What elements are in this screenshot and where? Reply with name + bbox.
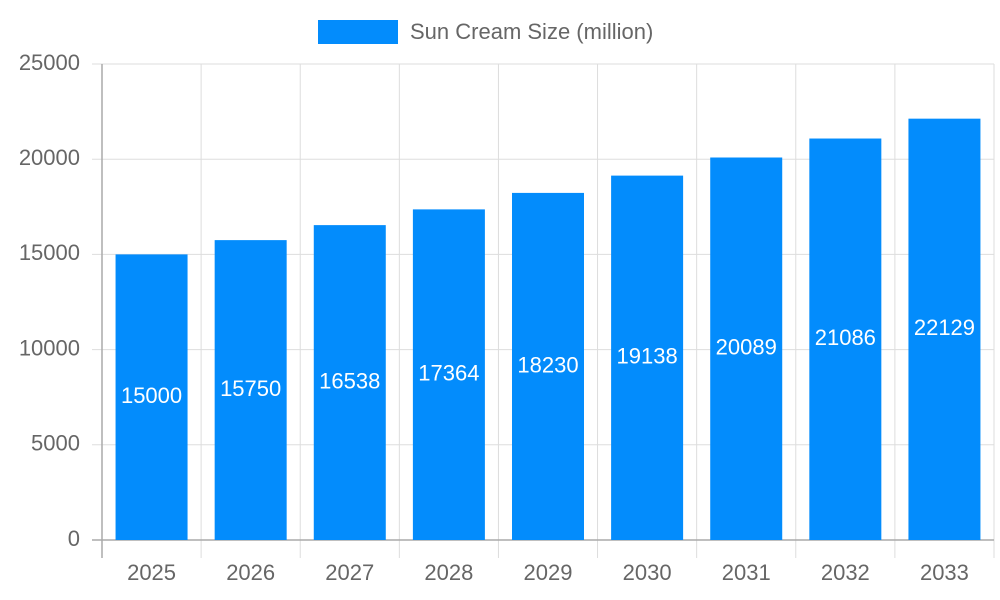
data-label: 17364 bbox=[418, 361, 479, 386]
y-tick-label: 10000 bbox=[19, 335, 80, 360]
data-label: 15750 bbox=[220, 376, 281, 401]
y-tick-label: 15000 bbox=[19, 240, 80, 265]
bar bbox=[412, 209, 485, 540]
x-tick-label: 2027 bbox=[325, 560, 374, 585]
y-tick-label: 5000 bbox=[31, 431, 80, 456]
x-tick-label: 2029 bbox=[524, 560, 573, 585]
data-label: 19138 bbox=[617, 344, 678, 369]
data-label: 22129 bbox=[914, 315, 975, 340]
bar bbox=[115, 254, 188, 540]
x-tick-label: 2032 bbox=[821, 560, 870, 585]
data-label: 18230 bbox=[517, 352, 578, 377]
bar bbox=[512, 192, 584, 540]
bar bbox=[313, 225, 386, 540]
x-tick-label: 2025 bbox=[127, 560, 176, 585]
y-tick-label: 0 bbox=[68, 526, 80, 551]
data-label: 20089 bbox=[716, 335, 777, 360]
bar bbox=[908, 118, 981, 540]
y-tick-label: 20000 bbox=[19, 145, 80, 170]
bar bbox=[710, 157, 783, 541]
x-tick-label: 2028 bbox=[424, 560, 473, 585]
legend-label: Sun Cream Size (million) bbox=[410, 19, 653, 44]
x-tick-label: 2033 bbox=[920, 560, 969, 585]
x-tick-label: 2026 bbox=[226, 560, 275, 585]
legend-swatch bbox=[318, 20, 398, 44]
y-tick-label: 25000 bbox=[19, 50, 80, 75]
bar bbox=[611, 175, 684, 540]
bar bbox=[214, 240, 287, 540]
x-tick-label: 2031 bbox=[722, 560, 771, 585]
bar bbox=[809, 138, 882, 540]
data-label: 15000 bbox=[121, 383, 182, 408]
data-label: 16538 bbox=[319, 368, 380, 393]
x-tick-label: 2030 bbox=[623, 560, 672, 585]
data-label: 21086 bbox=[815, 325, 876, 350]
